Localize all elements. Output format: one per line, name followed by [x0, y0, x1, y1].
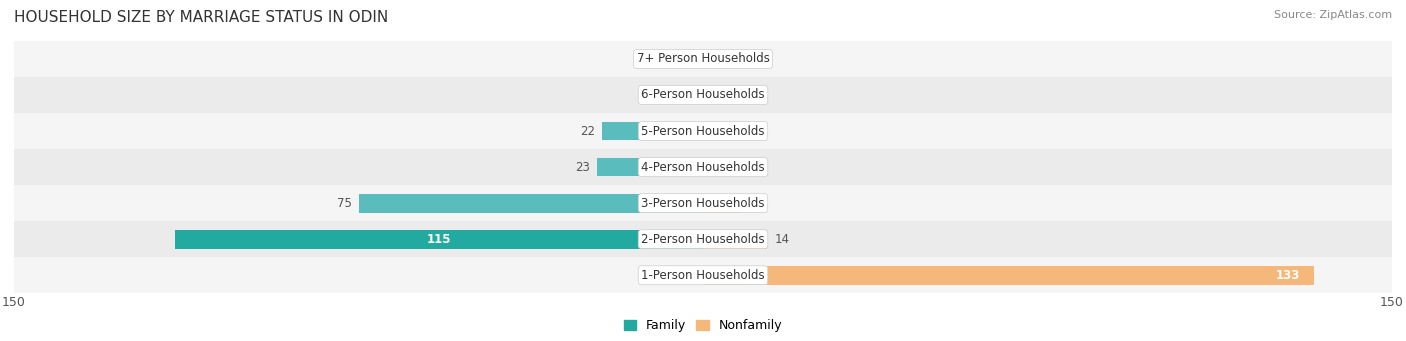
Bar: [14, 113, 1392, 149]
Text: 0: 0: [747, 124, 754, 137]
Bar: [703, 86, 740, 104]
Bar: [703, 49, 740, 68]
Text: 0: 0: [747, 89, 754, 102]
Text: 14: 14: [775, 233, 789, 246]
Text: 4-Person Households: 4-Person Households: [641, 161, 765, 174]
Text: 115: 115: [426, 233, 451, 246]
Bar: [703, 122, 740, 140]
Text: 5: 5: [666, 53, 673, 65]
Legend: Family, Nonfamily: Family, Nonfamily: [624, 320, 782, 332]
Bar: [359, 194, 703, 212]
Bar: [14, 41, 1392, 77]
Text: 0: 0: [747, 161, 754, 174]
Bar: [703, 230, 768, 249]
Bar: [681, 49, 703, 68]
Bar: [602, 122, 703, 140]
Text: 3-Person Households: 3-Person Households: [641, 197, 765, 210]
Bar: [703, 266, 1313, 285]
Text: 6-Person Households: 6-Person Households: [641, 89, 765, 102]
Text: 7+ Person Households: 7+ Person Households: [637, 53, 769, 65]
Text: 0: 0: [747, 197, 754, 210]
Bar: [693, 86, 703, 104]
Text: 5-Person Households: 5-Person Households: [641, 124, 765, 137]
Bar: [14, 221, 1392, 257]
Bar: [598, 158, 703, 176]
Text: 75: 75: [337, 197, 352, 210]
Bar: [14, 185, 1392, 221]
Bar: [703, 230, 768, 249]
Text: 23: 23: [575, 161, 591, 174]
Text: 0: 0: [747, 53, 754, 65]
Text: 1-Person Households: 1-Person Households: [641, 269, 765, 282]
Text: 133: 133: [1275, 269, 1301, 282]
Text: 2-Person Households: 2-Person Households: [641, 233, 765, 246]
Bar: [703, 158, 740, 176]
Text: HOUSEHOLD SIZE BY MARRIAGE STATUS IN ODIN: HOUSEHOLD SIZE BY MARRIAGE STATUS IN ODI…: [14, 10, 388, 25]
Bar: [14, 77, 1392, 113]
Bar: [174, 230, 703, 249]
Bar: [703, 266, 1313, 285]
Bar: [14, 149, 1392, 185]
Bar: [703, 194, 740, 212]
Text: 22: 22: [581, 124, 595, 137]
Text: 2: 2: [679, 89, 688, 102]
Bar: [14, 257, 1392, 293]
Text: Source: ZipAtlas.com: Source: ZipAtlas.com: [1274, 10, 1392, 20]
